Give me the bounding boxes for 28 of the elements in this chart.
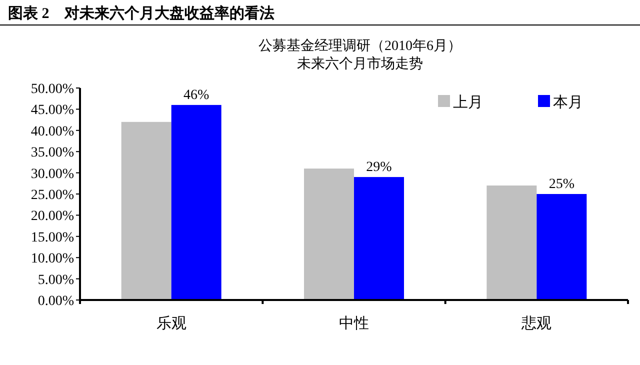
y-tick-label: 5.00% [38, 272, 74, 288]
legend-label: 上月 [453, 94, 483, 111]
bar [536, 194, 587, 300]
y-tick-label: 45.00% [30, 103, 74, 118]
y-tick-label: 10.00% [30, 252, 74, 267]
y-tick-label: 35.00% [30, 146, 74, 161]
y-tick-label: 40.00% [30, 124, 74, 140]
y-tick-label: 25.00% [30, 188, 74, 203]
y-tick-label: 50.00% [30, 82, 74, 97]
legend-label: 本月 [553, 94, 583, 111]
subtitle: 公募基金经理调研（2010年6月） [258, 39, 462, 54]
data-label: 25% [548, 177, 575, 192]
bar [171, 104, 222, 300]
x-tick-label: 中性 [339, 315, 369, 332]
bar [121, 122, 172, 300]
bar [486, 186, 537, 300]
y-tick-label: 20.00% [30, 209, 74, 224]
y-tick-label: 0.00% [38, 294, 74, 309]
x-tick-label: 乐观 [156, 315, 186, 332]
data-label: 29% [366, 160, 392, 176]
bar [304, 168, 354, 300]
annotation: 未来六个月市场走势 [297, 57, 423, 72]
title: 图表 2 对未来六个月大盘收益率的看法 [8, 6, 274, 22]
data-label: 46% [183, 88, 210, 103]
y-tick-label: 15.00% [30, 230, 74, 246]
x-tick-label: 悲观 [520, 315, 552, 332]
bar [354, 177, 404, 300]
y-tick-label: 30.00% [30, 166, 74, 182]
